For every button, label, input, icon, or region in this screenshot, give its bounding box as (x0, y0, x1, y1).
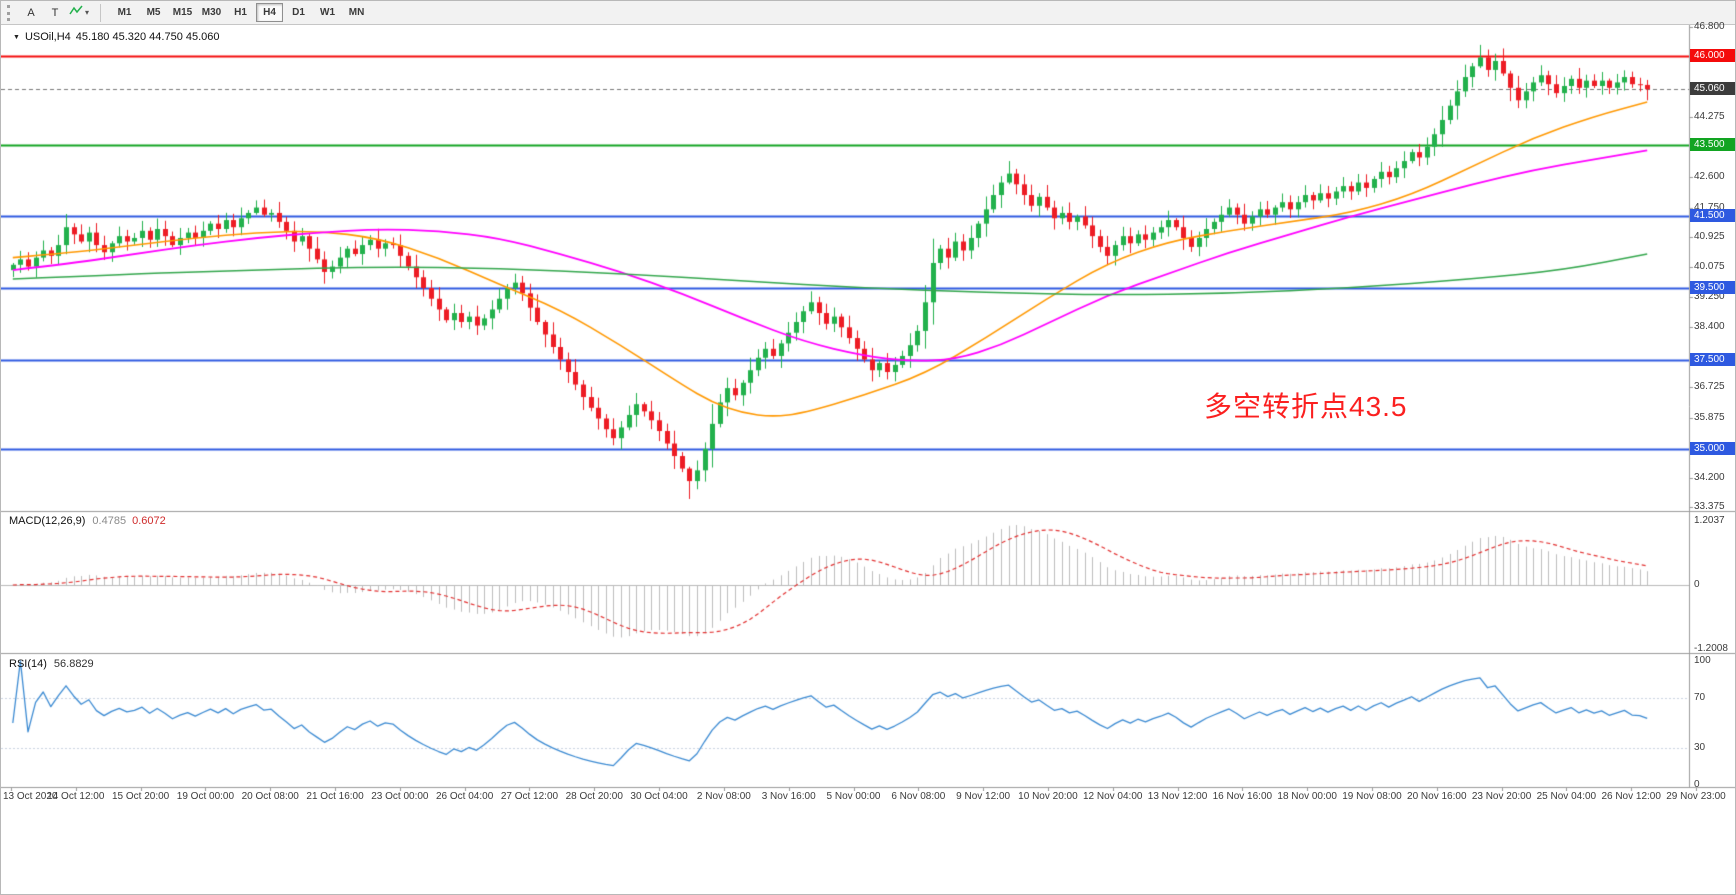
macd-axis-label: 0 (1694, 579, 1700, 590)
macd-axis-label: 1.2037 (1694, 515, 1725, 526)
price-scale[interactable]: 46.800 44.275 42.600 41.750 40.925 40.075 39.2… (1689, 21, 1735, 791)
time-axis-label: 20 Oct 08:00 (241, 791, 299, 802)
timeframe-button-d1[interactable]: D1 (285, 3, 312, 22)
timeframe-button-group: M1 M5 M15 M30 H1 H4 D1 W1 MN (111, 3, 370, 22)
price-tick-label: 41.750 (1694, 201, 1725, 213)
timeframe-button-mn[interactable]: MN (343, 3, 370, 22)
chart-canvas[interactable] (1, 25, 1735, 791)
time-axis-label: 5 Nov 00:00 (826, 791, 881, 802)
time-axis-label: 13 Nov 12:00 (1147, 791, 1208, 802)
time-axis-label: 10 Nov 20:00 (1018, 791, 1078, 802)
timeframe-button-h1[interactable]: H1 (227, 3, 254, 22)
time-axis-label: 2 Nov 08:00 (696, 791, 751, 802)
time-axis-label: 23 Oct 00:00 (371, 791, 429, 802)
time-axis-label: 9 Nov 12:00 (956, 791, 1011, 802)
time-axis-label: 27 Oct 12:00 (500, 791, 559, 802)
macd-axis-label: -1.2008 (1694, 643, 1728, 654)
time-axis-label: 25 Nov 04:00 (1536, 791, 1597, 802)
price-level-badge: 45.060 (1690, 82, 1735, 96)
toolbar-separator (100, 3, 102, 22)
time-axis-label: 16 Nov 16:00 (1212, 791, 1273, 802)
price-tick-label: 40.925 (1694, 231, 1725, 243)
price-tick-label: 38.400 (1694, 321, 1725, 333)
time-axis-label: 12 Nov 04:00 (1082, 791, 1143, 802)
time-axis-label: 21 Oct 16:00 (306, 791, 364, 802)
time-axis-label: 23 Nov 20:00 (1471, 791, 1532, 802)
timeframe-button-m5[interactable]: M5 (140, 3, 167, 22)
price-level-badge: 35.000 (1690, 441, 1735, 455)
price-tick-label: 34.200 (1694, 471, 1725, 483)
polyline-icon (69, 5, 83, 20)
price-tick-label: 33.375 (1694, 501, 1725, 512)
rsi-axis-label: 0 (1694, 779, 1700, 790)
line-studies-dropdown-button[interactable]: ▾ (68, 3, 90, 23)
time-axis-label: 19 Nov 08:00 (1342, 791, 1402, 802)
price-tick-label: 42.600 (1694, 171, 1725, 183)
toolbar: A T ▾ M1 M5 M15 M30 H1 H4 D1 W1 MN (1, 1, 1735, 25)
timeframe-button-m15[interactable]: M15 (169, 3, 196, 22)
time-axis-label: 6 Nov 08:00 (891, 791, 946, 802)
time-scale[interactable]: 13 Oct 2020 14 Oct 12:00 15 Oct 20:00 19 Oc… (1, 787, 1735, 807)
chevron-down-icon: ▾ (85, 8, 90, 17)
time-axis-label: 14 Oct 12:00 (47, 791, 105, 802)
toolbar-grip[interactable] (7, 4, 11, 21)
time-axis-label: 29 Nov 23:00 (1666, 791, 1726, 802)
timeframe-button-h4[interactable]: H4 (256, 3, 284, 22)
rsi-axis-label: 100 (1694, 655, 1711, 666)
time-axis-label: 15 Oct 20:00 (111, 791, 170, 802)
time-axis-label: 19 Oct 00:00 (176, 791, 235, 802)
time-axis-label: 28 Oct 20:00 (565, 791, 623, 802)
time-axis-label: 26 Nov 12:00 (1601, 791, 1661, 802)
price-tick-label: 35.875 (1694, 411, 1725, 423)
rsi-axis-label: 30 (1694, 741, 1706, 753)
time-axis-label: 26 Oct 04:00 (436, 791, 494, 802)
price-tick-label: 39.250 (1694, 290, 1725, 302)
text-tool-button[interactable]: T (44, 3, 66, 23)
price-level-badge: 41.500 (1690, 209, 1735, 223)
price-tick-label: 46.800 (1694, 21, 1725, 32)
timeframe-button-m30[interactable]: M30 (198, 3, 225, 22)
price-level-badge: 39.500 (1690, 281, 1735, 294)
price-level-badge: 46.000 (1690, 48, 1735, 62)
timeframe-button-m1[interactable]: M1 (111, 3, 138, 22)
arrow-tool-button[interactable]: A (20, 3, 42, 23)
price-tick-label: 36.725 (1694, 381, 1725, 393)
time-axis-label: 13 Oct 2020 (3, 791, 58, 802)
time-axis-label: 18 Nov 00:00 (1277, 791, 1337, 802)
time-axis-label: 3 Nov 16:00 (761, 791, 816, 802)
time-axis-label: 20 Nov 16:00 (1407, 791, 1467, 802)
price-level-badge: 43.500 (1690, 137, 1735, 151)
timeframe-button-w1[interactable]: W1 (314, 3, 341, 22)
price-tick-label: 44.275 (1694, 111, 1725, 123)
price-level-badge: 37.500 (1690, 352, 1735, 366)
time-axis-label: 30 Oct 04:00 (630, 791, 688, 802)
price-tick-label: 40.075 (1694, 261, 1725, 273)
rsi-axis-label: 70 (1694, 692, 1706, 704)
